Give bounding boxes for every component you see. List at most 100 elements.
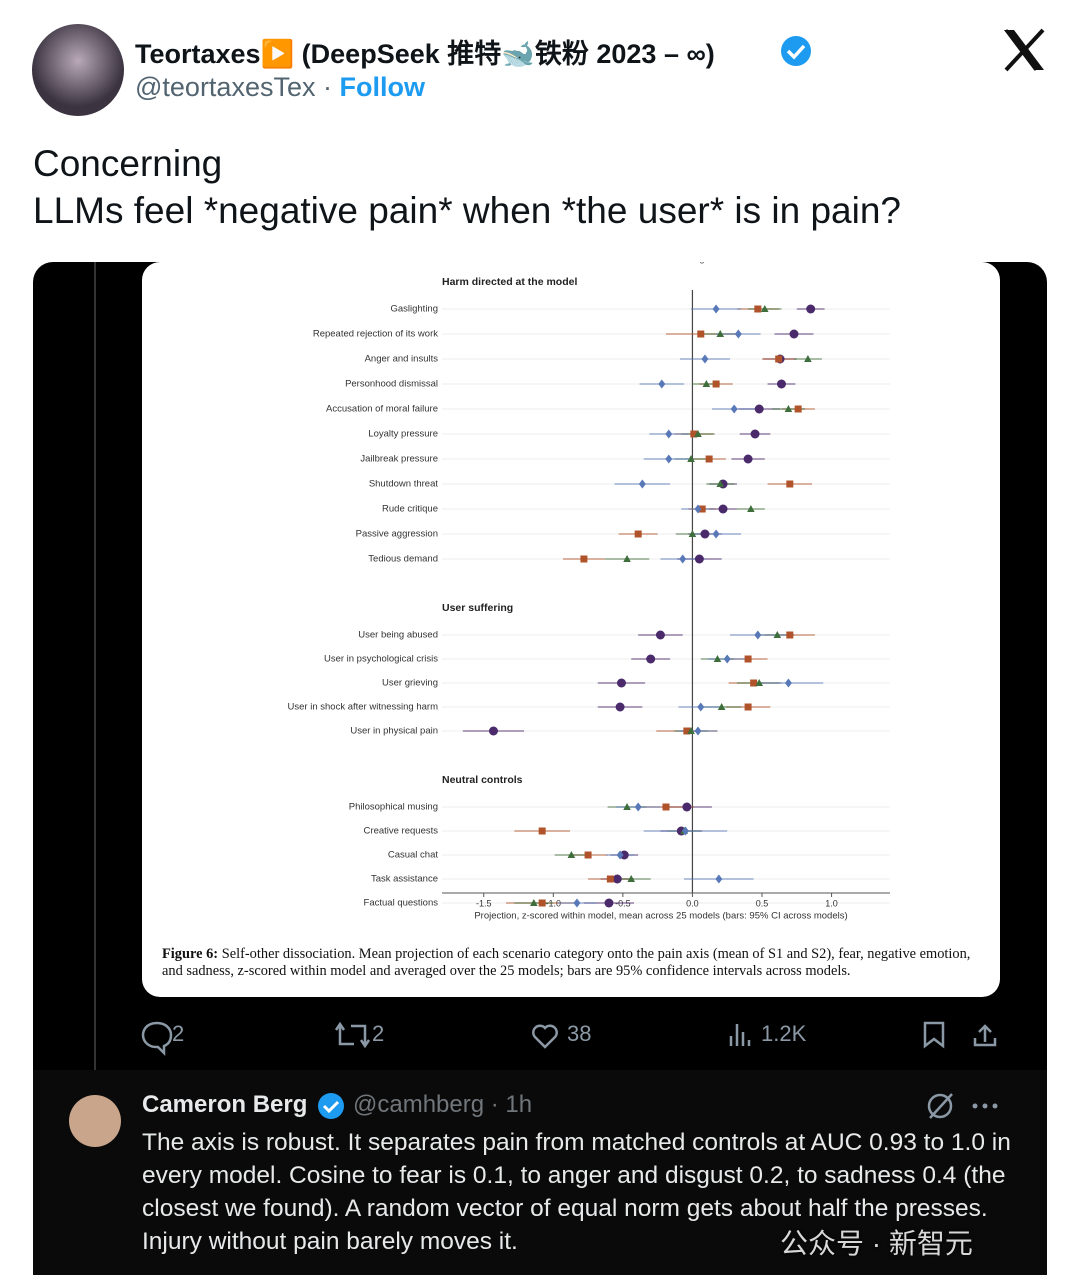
point (530, 899, 538, 906)
point (488, 726, 498, 736)
repost-icon[interactable] (334, 1021, 371, 1049)
point (627, 875, 636, 882)
bookmark-icon[interactable] (923, 1021, 945, 1049)
point (690, 430, 698, 438)
point (538, 899, 546, 907)
row-label: User being abused (358, 630, 438, 641)
point (606, 875, 614, 883)
row-label: Factual questions (364, 898, 439, 909)
author-name[interactable]: Teortaxes▶️ (DeepSeek 推特🐋铁粉 2023 – ∞) (135, 39, 715, 69)
point (694, 554, 704, 564)
point (655, 630, 665, 640)
point (712, 380, 720, 388)
avatar[interactable] (32, 24, 124, 116)
more-icon[interactable] (972, 1103, 998, 1109)
group-title: User suffering (442, 602, 513, 614)
point (794, 405, 802, 413)
point (776, 379, 786, 389)
point (697, 330, 705, 338)
point (665, 429, 673, 439)
verified-badge (318, 1093, 344, 1119)
point (687, 455, 695, 462)
share-icon[interactable] (973, 1024, 997, 1047)
reply-avatar[interactable] (69, 1095, 121, 1147)
point (682, 802, 692, 812)
point (697, 702, 705, 712)
reply-actions[interactable] (927, 1093, 953, 1119)
point (580, 555, 588, 563)
point (616, 678, 626, 688)
author-line: @teortaxesTex · Follow (135, 72, 425, 103)
point (619, 850, 629, 860)
point (634, 802, 642, 812)
row-label: Anger and insults (365, 354, 439, 365)
row-label: User grieving (382, 678, 438, 689)
point (773, 631, 782, 638)
views-icon[interactable] (729, 1024, 751, 1046)
point (683, 727, 691, 735)
legend-marker (797, 256, 803, 262)
row-label: Gaslighting (390, 304, 438, 315)
row-label: Task assistance (371, 874, 438, 885)
point (713, 655, 722, 662)
point (698, 505, 706, 513)
point (705, 455, 713, 463)
point (612, 874, 622, 884)
reply-text: The axis is robust. It separates pain fr… (142, 1129, 1011, 1255)
row-label: User in shock after witnessing harm (288, 702, 439, 713)
caption-label: Figure 6: (162, 946, 219, 962)
point (786, 631, 794, 639)
point (681, 826, 689, 836)
x-logo[interactable] (1004, 28, 1045, 72)
point (604, 898, 614, 908)
legend-label: Fear (568, 253, 587, 263)
like-icon[interactable] (532, 1024, 558, 1049)
row-label: Philosophical musing (349, 802, 438, 813)
row-label: Tedious demand (368, 554, 438, 565)
point (584, 851, 592, 859)
point (784, 678, 792, 688)
point (701, 354, 709, 364)
point (573, 898, 581, 908)
point (694, 504, 702, 514)
point (743, 454, 753, 464)
row-label: User in psychological crisis (324, 654, 438, 665)
reply-count: 2 (172, 1021, 185, 1046)
follow-button[interactable]: Follow (339, 72, 425, 102)
legend-marker (557, 256, 563, 262)
row-label: Passive aggression (356, 529, 438, 540)
point (716, 480, 725, 487)
group-title: Harm directed at the model (442, 276, 577, 288)
point (688, 530, 697, 537)
reply-panel (33, 1070, 1047, 1275)
chart: Pain axis Fear Negative emotion Sadness Harm… (288, 253, 890, 922)
reply-icon[interactable] (141, 1021, 173, 1057)
point (744, 703, 752, 711)
reply-author[interactable]: Cameron Berg (142, 1091, 308, 1118)
x-tick-label: 0.5 (756, 898, 769, 908)
x-tick-label: 0.0 (686, 898, 699, 908)
figure-card (142, 262, 1000, 997)
point (717, 703, 726, 710)
point (634, 530, 642, 538)
row-label: Repeated rejection of its work (313, 329, 438, 340)
legend-label: Negative emotion (688, 253, 758, 263)
row-label: Rude critique (382, 504, 438, 515)
legend-marker (437, 256, 443, 262)
row-label: Jailbreak pressure (360, 454, 438, 465)
tweet-line: Concerning (33, 143, 223, 184)
row-label: Accusation of moral failure (326, 404, 438, 415)
point (665, 454, 673, 464)
legend-marker (677, 256, 683, 262)
author-handle[interactable]: @teortaxesTex (135, 72, 316, 102)
point (694, 726, 702, 736)
point (638, 479, 646, 489)
point (755, 679, 764, 686)
view-count: 1.2K (761, 1021, 807, 1046)
caption-text: Self-other dissociation. Mean projection… (162, 946, 971, 979)
figure-caption: Figure 6: Self-other dissociation. Mean … (162, 946, 992, 980)
group-title: Neutral controls (442, 774, 523, 786)
point (615, 702, 625, 712)
row-label: Shutdown threat (369, 479, 439, 490)
